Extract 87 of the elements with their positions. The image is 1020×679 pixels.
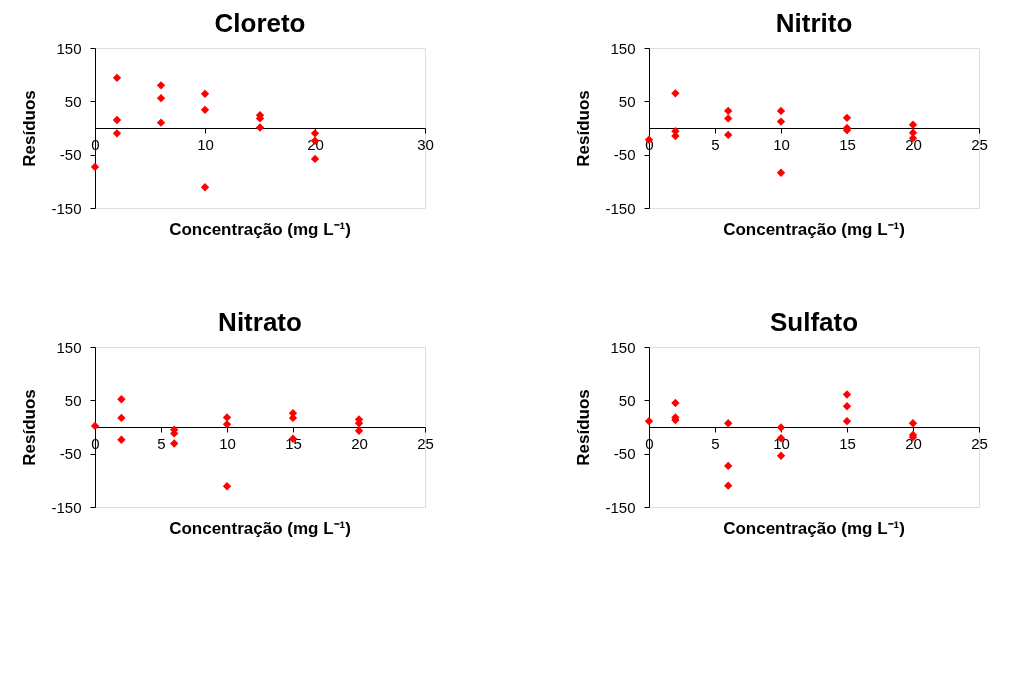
x-tick-label: 15 [839, 434, 856, 452]
y-tick-label: -150 [51, 199, 82, 217]
x-tick-label: 20 [905, 135, 922, 153]
x-tick-label: 30 [417, 135, 434, 153]
y-tick-label: -150 [51, 498, 82, 516]
point [724, 106, 733, 116]
x-tick-label: 20 [351, 434, 368, 452]
point [310, 129, 320, 138]
y-tick-label: -50 [59, 146, 82, 164]
point [776, 117, 786, 126]
x-axis-title: Concentração (mg L⁻¹) [723, 220, 905, 239]
point [170, 439, 179, 448]
point [156, 93, 166, 103]
point [156, 81, 166, 90]
y-tick-label: 50 [618, 391, 636, 409]
y-axis-title: Resíduos [20, 90, 40, 167]
x-tick-label: 25 [971, 434, 988, 452]
point [724, 130, 733, 140]
y-tick-label: 50 [64, 391, 82, 409]
point [842, 113, 852, 123]
x-axis-title: Concentração (mg L⁻¹) [723, 519, 905, 538]
point [776, 168, 786, 177]
y-axis-title: Resíduos [20, 389, 40, 466]
x-tick-label: 15 [839, 135, 856, 153]
x-tick-label: 5 [157, 434, 166, 452]
y-tick-label: 150 [610, 39, 636, 57]
point [310, 154, 320, 164]
point [908, 120, 918, 129]
chart-title: Nitrito [775, 8, 853, 38]
y-tick-label: -50 [59, 445, 82, 463]
x-tick-label: 5 [711, 135, 720, 153]
point [222, 482, 232, 491]
point [776, 106, 786, 116]
chart-title: Nitrato [218, 307, 302, 337]
x-tick-label: 15 [285, 434, 302, 452]
y-tick-label: -150 [605, 498, 636, 516]
x-axis-title: Concentração (mg L⁻¹) [169, 519, 351, 538]
y-axis-title: Resíduos [574, 90, 594, 167]
point [200, 183, 210, 192]
y-tick-label: 150 [610, 338, 636, 356]
point [671, 398, 680, 408]
point [908, 419, 918, 428]
chart-title: Sulfato [769, 307, 859, 337]
point [222, 413, 232, 422]
point [724, 114, 733, 123]
point [222, 420, 232, 429]
point [112, 73, 122, 83]
point [90, 421, 100, 431]
point [117, 435, 126, 444]
y-tick-label: -50 [613, 146, 636, 164]
point [724, 419, 733, 428]
x-tick-label: 10 [197, 135, 214, 153]
point [842, 390, 852, 399]
y-tick-label: -150 [605, 199, 636, 217]
point [776, 423, 786, 432]
point [117, 413, 126, 423]
point [776, 451, 786, 460]
x-tick-label: 10 [219, 434, 236, 452]
point [117, 395, 126, 404]
x-tick-label: 25 [971, 135, 988, 153]
point [200, 89, 210, 99]
chart-title: Cloreto [214, 8, 306, 38]
point [112, 129, 122, 138]
point [842, 416, 852, 426]
y-tick-label: 50 [64, 92, 82, 110]
x-tick-label: 5 [711, 434, 720, 452]
point [255, 123, 265, 132]
y-tick-label: 150 [56, 39, 82, 57]
point [724, 481, 733, 490]
point [842, 402, 852, 411]
x-tick-label: 10 [773, 434, 790, 452]
x-tick-label: 10 [773, 135, 790, 153]
point [671, 89, 680, 98]
point [90, 162, 100, 172]
x-axis-title: Concentração (mg L⁻¹) [169, 220, 351, 239]
point [156, 118, 166, 127]
y-tick-label: 150 [56, 338, 82, 356]
x-tick-label: 20 [905, 434, 922, 452]
y-tick-label: -50 [613, 445, 636, 463]
x-tick-label: 25 [417, 434, 434, 452]
point [644, 416, 654, 426]
point [724, 461, 733, 471]
point [354, 426, 364, 435]
point [200, 105, 210, 115]
point [112, 115, 122, 125]
y-tick-label: 50 [618, 92, 636, 110]
y-axis-title: Resíduos [574, 389, 594, 466]
